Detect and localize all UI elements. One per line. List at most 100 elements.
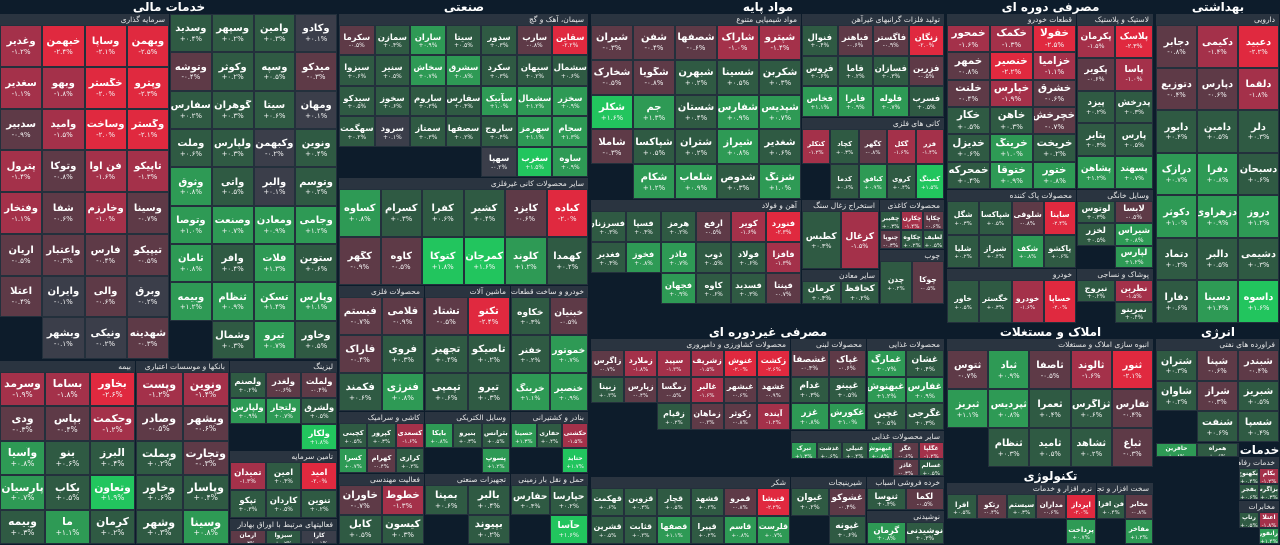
stock-tile[interactable]: وتوصا +۱.۰%: [170, 205, 212, 244]
stock-tile[interactable]: خرینگ +۱.۰%: [990, 134, 1033, 162]
stock-tile[interactable]: پکویر -۰.۶%: [1077, 57, 1115, 91]
stock-tile[interactable]: وپاسار +۰.۴%: [182, 475, 229, 510]
stock-tile[interactable]: ولتجار +۰.۷%: [265, 398, 302, 424]
stock-tile[interactable]: غچین +۰.۵%: [867, 403, 906, 430]
stock-tile[interactable]: غفارس +۰.۹%: [905, 376, 944, 404]
stock-tile[interactable]: وبهو -۱.۸%: [42, 66, 85, 109]
stock-tile[interactable]: حتاید +۱.۷%: [562, 448, 588, 473]
stock-tile[interactable]: شاملا -۰.۳%: [591, 129, 633, 165]
stock-tile[interactable]: غگز -۰.۶%: [893, 442, 919, 459]
stock-tile[interactable]: کروی +۰.۴%: [887, 164, 916, 199]
stock-tile[interactable]: بساما -۱.۸%: [45, 372, 90, 407]
stock-tile[interactable]: واعتبار -۰.۳%: [42, 233, 85, 276]
stock-tile[interactable]: تپمپی +۰.۶%: [425, 373, 468, 411]
stock-tile[interactable]: فاگستر -۰.۹%: [873, 25, 909, 56]
stock-tile[interactable]: قچار +۰.۵%: [657, 488, 691, 516]
stock-tile[interactable]: کپرور +۰.۳%: [367, 423, 396, 448]
stock-tile[interactable]: فارس -۰.۴%: [84, 233, 127, 276]
stock-tile[interactable]: چکارن -۱.۴%: [901, 211, 923, 230]
stock-tile[interactable]: شکام +۱.۲%: [633, 164, 675, 199]
stock-tile[interactable]: وسینا -۰.۷%: [126, 192, 169, 234]
stock-tile[interactable]: حسینا +۱.۳%: [511, 423, 537, 448]
stock-tile[interactable]: فزرین -۰.۵%: [908, 55, 944, 87]
stock-tile[interactable]: ساران +۰.۹%: [410, 25, 446, 56]
stock-tile[interactable]: ولشرق +۰.۵%: [301, 398, 337, 424]
stock-tile[interactable]: ثاصفا -۰.۵%: [1029, 350, 1071, 389]
stock-tile[interactable]: دالبر +۰.۵%: [1197, 237, 1238, 281]
stock-tile[interactable]: افرا +۰.۵%: [947, 494, 977, 519]
stock-tile[interactable]: وشهر +۰.۳%: [136, 509, 183, 544]
stock-tile[interactable]: کاوه -۰.۵%: [380, 237, 422, 285]
stock-tile[interactable]: کچاد +۰.۳%: [830, 129, 859, 164]
stock-tile[interactable]: دابور +۰.۴%: [1156, 110, 1197, 153]
stock-tile[interactable]: غیوان +۰.۲%: [791, 488, 829, 516]
stock-tile[interactable]: شفارس +۰.۹%: [717, 94, 759, 130]
stock-tile[interactable]: سکرما -۰.۵%: [339, 25, 375, 56]
stock-tile[interactable]: دپارس -۰.۶%: [1197, 67, 1238, 111]
stock-tile[interactable]: فافزا -۱.۳%: [766, 242, 801, 273]
stock-tile[interactable]: سیدکو +۰.۵%: [339, 85, 375, 117]
stock-tile[interactable]: دکوثر +۱.۰%: [1156, 195, 1197, 238]
stock-tile[interactable]: لپارس +۱.۲%: [1115, 245, 1153, 268]
stock-tile[interactable]: وساخت -۲.۰%: [84, 108, 127, 151]
stock-tile[interactable]: شپترو -۱.۴%: [759, 25, 801, 60]
stock-tile[interactable]: ما +۱.۱%: [45, 509, 90, 544]
stock-tile[interactable]: ثامان +۰.۸%: [170, 244, 212, 283]
stock-tile[interactable]: ستوین +۰.۶%: [295, 244, 337, 283]
stock-tile[interactable]: غبشهر -۰.۶%: [723, 376, 757, 404]
stock-tile[interactable]: شگل +۰.۳%: [947, 201, 980, 235]
stock-tile[interactable]: خپارس -۱.۹%: [990, 79, 1033, 107]
stock-tile[interactable]: ذوب +۰.۵%: [696, 242, 731, 273]
stock-tile[interactable]: کسرام +۰.۳%: [380, 189, 422, 237]
stock-tile[interactable]: فاذر +۰.۷%: [661, 242, 696, 273]
stock-tile[interactable]: قصفها +۱.۱%: [657, 516, 691, 544]
stock-tile[interactable]: شهدینه -۰.۳%: [126, 317, 169, 359]
stock-tile[interactable]: زکشت -۲.۶%: [756, 350, 790, 377]
stock-tile[interactable]: ونوین +۰.۴%: [295, 129, 337, 168]
stock-tile[interactable]: شلعاب +۰.۹%: [675, 164, 717, 199]
stock-tile[interactable]: شصفها -۰.۶%: [675, 25, 717, 60]
stock-tile[interactable]: خلنت -۰.۴%: [947, 79, 990, 107]
stock-tile[interactable]: فخوز +۰.۸%: [626, 242, 661, 273]
stock-tile[interactable]: چنوپا -۰.۳%: [880, 230, 902, 249]
stock-tile[interactable]: کارا +۰.۱%: [301, 530, 337, 544]
stock-tile[interactable]: خمحور -۱.۶%: [947, 25, 990, 53]
stock-tile[interactable]: خنصیر +۰.۹%: [549, 373, 588, 411]
stock-tile[interactable]: چفیبر +۰.۳%: [880, 211, 902, 230]
stock-tile[interactable]: فنوال +۰.۴%: [802, 25, 838, 56]
stock-tile[interactable]: بایکا +۰.۸%: [425, 423, 454, 448]
stock-tile[interactable]: ختور +۰.۸%: [1033, 161, 1076, 189]
stock-tile[interactable]: سخوز +۰.۶%: [374, 85, 411, 117]
stock-tile[interactable]: غدشت +۰.۶%: [816, 442, 842, 459]
stock-tile[interactable]: وپست -۱.۲%: [136, 372, 183, 407]
stock-tile[interactable]: واتی +۰.۵%: [211, 167, 254, 206]
stock-tile[interactable]: وملت +۰.۶%: [170, 129, 212, 168]
stock-tile[interactable]: سنیر +۰.۵%: [374, 55, 411, 86]
stock-tile[interactable]: لابسا -۰.۵%: [1115, 201, 1153, 224]
stock-tile[interactable]: خرینگ +۱.۱%: [511, 373, 550, 411]
stock-tile[interactable]: کایزد -۰.۶%: [505, 189, 547, 237]
stock-tile[interactable]: خساپا -۲.۰%: [1043, 280, 1076, 323]
stock-tile[interactable]: کباده -۲.۰%: [546, 189, 588, 237]
stock-tile[interactable]: لکما -۰.۵%: [905, 488, 944, 510]
stock-tile[interactable]: پسهند +۰.۷%: [1115, 156, 1153, 189]
stock-tile[interactable]: ثشاهد +۰.۲%: [1070, 428, 1112, 467]
stock-tile[interactable]: خریخت +۰.۲%: [1033, 134, 1076, 162]
stock-tile[interactable]: فلات +۱.۳%: [253, 244, 296, 283]
stock-tile[interactable]: کاوه +۰.۶%: [696, 273, 731, 304]
stock-tile[interactable]: شفا -۰.۶%: [42, 192, 85, 234]
stock-tile[interactable]: دعبید -۲.۲%: [1238, 25, 1279, 68]
stock-tile[interactable]: وایران -۰.۱%: [42, 275, 85, 318]
stock-tile[interactable]: میدکو -۰.۳%: [295, 52, 337, 91]
stock-tile[interactable]: وبرق -۰.۲%: [126, 275, 169, 318]
stock-tile[interactable]: ولکار +۱.۸%: [301, 424, 337, 450]
stock-tile[interactable]: غشان +۰.۴%: [905, 350, 944, 377]
stock-tile[interactable]: سدبیر -۰.۹%: [0, 108, 43, 151]
stock-tile[interactable]: ثنظام +۰.۹%: [211, 282, 254, 321]
stock-tile[interactable]: خمهر -۰.۸%: [947, 52, 990, 80]
stock-tile[interactable]: غشوکو -۰.۴%: [828, 488, 866, 516]
stock-tile[interactable]: بنو +۰.۶%: [45, 440, 90, 476]
stock-tile[interactable]: سپید -۱.۳%: [657, 350, 691, 377]
stock-tile[interactable]: سخاش +۰.۷%: [410, 55, 446, 86]
stock-tile[interactable]: اعتلا -۰.۴%: [0, 275, 43, 318]
